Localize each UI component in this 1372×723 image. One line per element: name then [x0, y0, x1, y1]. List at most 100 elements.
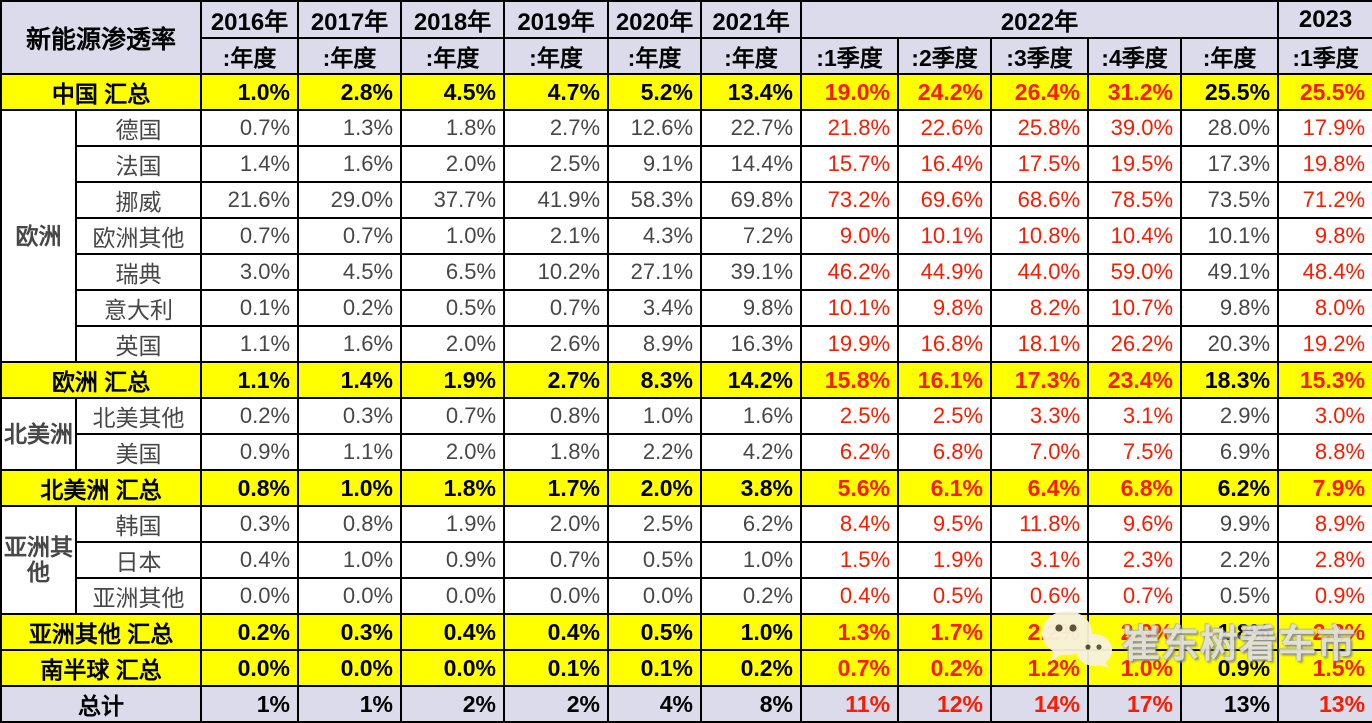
value-cell: 2.1% [503, 217, 610, 255]
value-cell: 0.5% [400, 289, 506, 327]
value-cell: 0.7% [503, 541, 610, 579]
value-cell: 0.7% [800, 649, 900, 687]
value-cell: 8.4% [800, 505, 900, 543]
value-cell: 16.4% [897, 145, 993, 183]
value-cell: 2.0% [607, 469, 703, 507]
value-cell: 2.6% [503, 325, 610, 363]
value-cell: 0.9% [1277, 577, 1372, 615]
value-cell: 71.2% [1277, 181, 1372, 219]
value-cell: 2.7% [503, 361, 610, 399]
value-cell: 48.4% [1277, 253, 1372, 291]
value-cell: 2.7% [503, 109, 610, 147]
value-cell: 12.6% [607, 109, 703, 147]
value-cell: 22.7% [700, 109, 803, 147]
value-cell: 16.1% [897, 361, 993, 399]
table-row: 瑞典 3.0% 4.5% 6.5% 10.2% 27.1% 39.1% 46.2% 44.9% 4… [1, 253, 1372, 291]
value-cell: 44.0% [990, 253, 1090, 291]
table-row: 英国 1.1% 1.6% 2.0% 2.6% 8.9% 16.3% 19.9% 16.8% 18.… [1, 325, 1372, 363]
table-row: 南半球 汇总 0.0% 0.0% 0.0% 0.1% 0.1% 0.2% 0.7% 0.2% 1.… [0, 649, 1372, 687]
value-cell: 11.8% [990, 505, 1090, 543]
value-cell: 2% [503, 685, 610, 723]
value-cell: 2.8% [1277, 541, 1372, 579]
value-cell: 18.3% [1180, 361, 1280, 399]
value-cell: 0.8% [503, 397, 610, 435]
value-cell: 0.9% [1180, 649, 1280, 687]
value-cell: 14.4% [700, 145, 803, 183]
period-header: :3季度 [990, 37, 1090, 75]
value-cell: 17.3% [1180, 145, 1280, 183]
table-row: 日本 0.4% 1.0% 0.9% 0.7% 0.5% 1.0% 1.5% 1.9% 3.1% 2.… [1, 541, 1372, 579]
value-cell: 0.3% [297, 397, 403, 435]
table-row: 欧洲 德国 0.7% 1.3% 1.8% 2.7% 12.6% 22.7% 21.8% 22.6%… [0, 109, 1372, 363]
value-cell: 6.2% [800, 433, 900, 471]
value-cell: 3.0% [200, 253, 300, 291]
value-cell: 2.0% [400, 325, 506, 363]
row-label: 北美洲 汇总 [0, 469, 203, 507]
value-cell: 0.0% [503, 577, 610, 615]
value-cell: 0.1% [607, 649, 703, 687]
value-cell: 8.8% [1277, 433, 1372, 471]
value-cell: 2.2% [1277, 613, 1372, 651]
year-header: 2018年 [400, 0, 506, 39]
value-cell: 2.5% [800, 397, 900, 435]
table-row: 法国 1.4% 1.6% 2.0% 2.5% 9.1% 14.4% 15.7% 16.4% 17.… [1, 145, 1372, 183]
row-label: 亚洲其他 [74, 577, 203, 615]
table-row: 总计 1% 1% 2% 2% 4% 8% 11% 12% 14% 17% 13% 13% [0, 685, 1372, 723]
value-cell: 1.6% [297, 325, 403, 363]
value-cell: 10.7% [1087, 289, 1183, 327]
value-cell: 1% [297, 685, 403, 723]
value-cell: 1.8% [1180, 613, 1280, 651]
value-cell: 0.0% [607, 577, 703, 615]
value-cell: 1.0% [297, 541, 403, 579]
value-cell: 9.8% [897, 289, 993, 327]
value-cell: 9.6% [1087, 505, 1183, 543]
value-cell: 2.0% [400, 433, 506, 471]
value-cell: 26.2% [1087, 325, 1183, 363]
value-cell: 0.4% [800, 577, 900, 615]
row-label: 法国 [74, 145, 203, 183]
value-cell: 8.2% [990, 289, 1090, 327]
value-cell: 29.0% [297, 181, 403, 219]
value-cell: 8.3% [607, 361, 703, 399]
value-cell: 0.9% [400, 541, 506, 579]
value-cell: 9.0% [800, 217, 900, 255]
value-cell: 7.2% [700, 217, 803, 255]
value-cell: 1.3% [800, 613, 900, 651]
value-cell: 73.5% [1180, 181, 1280, 219]
value-cell: 27.1% [607, 253, 703, 291]
value-cell: 1.6% [297, 145, 403, 183]
value-cell: 1.0% [200, 73, 300, 111]
value-cell: 4% [607, 685, 703, 723]
value-cell: 31.2% [1087, 73, 1183, 111]
value-cell: 1.9% [400, 361, 506, 399]
value-cell: 0.3% [297, 613, 403, 651]
value-cell: 14% [990, 685, 1090, 723]
value-cell: 2% [400, 685, 506, 723]
value-cell: 3.8% [700, 469, 803, 507]
period-header: :年度 [400, 37, 506, 75]
value-cell: 0.1% [503, 649, 610, 687]
value-cell: 0.7% [400, 397, 506, 435]
value-cell: 16.3% [700, 325, 803, 363]
value-cell: 46.2% [800, 253, 900, 291]
value-cell: 26.4% [990, 73, 1090, 111]
value-cell: 78.5% [1087, 181, 1183, 219]
period-header: :年度 [200, 37, 300, 75]
value-cell: 6.9% [1180, 433, 1280, 471]
value-cell: 0.8% [297, 505, 403, 543]
value-cell: 19.0% [800, 73, 900, 111]
row-label: 中国 汇总 [0, 73, 203, 111]
year-header: 2019年 [503, 0, 610, 39]
value-cell: 0.5% [897, 577, 993, 615]
value-cell: 0.7% [297, 217, 403, 255]
value-cell: 4.2% [700, 433, 803, 471]
value-cell: 19.5% [1087, 145, 1183, 183]
value-cell: 18.1% [990, 325, 1090, 363]
value-cell: 1.0% [1087, 649, 1183, 687]
value-cell: 0.4% [400, 613, 506, 651]
value-cell: 0.2% [297, 289, 403, 327]
value-cell: 10.1% [800, 289, 900, 327]
value-cell: 9.9% [1180, 505, 1280, 543]
value-cell: 14.2% [700, 361, 803, 399]
value-cell: 10.1% [1180, 217, 1280, 255]
